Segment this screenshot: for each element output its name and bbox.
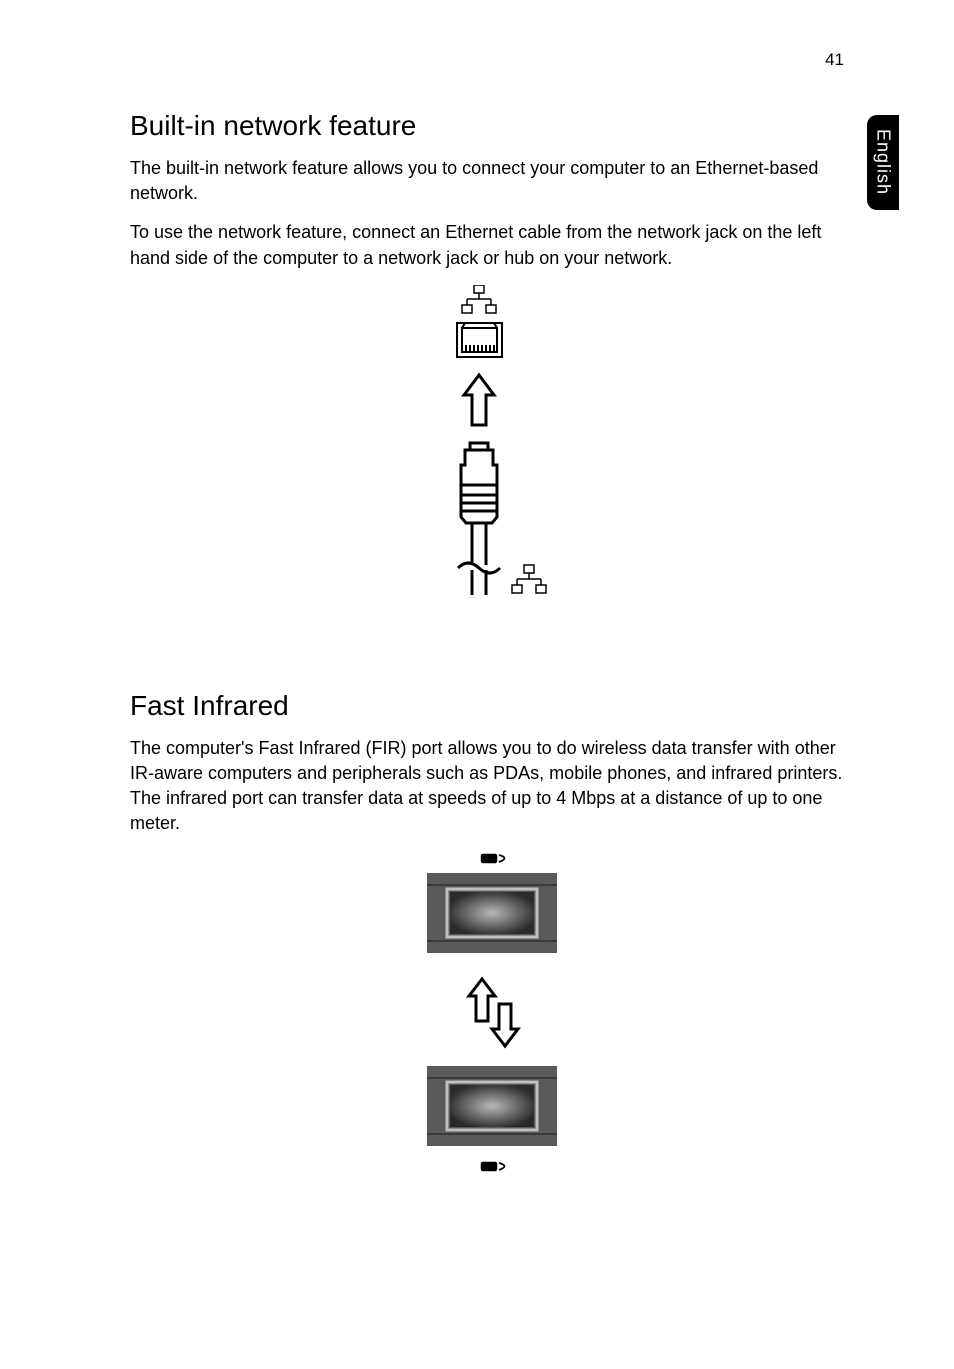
language-tab: English — [867, 115, 899, 210]
heading-network: Built-in network feature — [130, 110, 854, 142]
document-page: 41 English Built-in network feature The … — [0, 0, 954, 1369]
ethernet-diagram-icon — [432, 285, 552, 625]
figure-infrared — [130, 851, 854, 1196]
figure-ethernet — [130, 285, 854, 630]
language-label: English — [873, 129, 894, 195]
para-network-1: The built-in network feature allows you … — [130, 156, 854, 206]
para-network-2: To use the network feature, connect an E… — [130, 220, 854, 270]
page-number: 41 — [825, 50, 844, 70]
heading-infrared: Fast Infrared — [130, 690, 854, 722]
para-infrared-1: The computer's Fast Infrared (FIR) port … — [130, 736, 854, 837]
infrared-diagram-icon — [392, 851, 592, 1191]
